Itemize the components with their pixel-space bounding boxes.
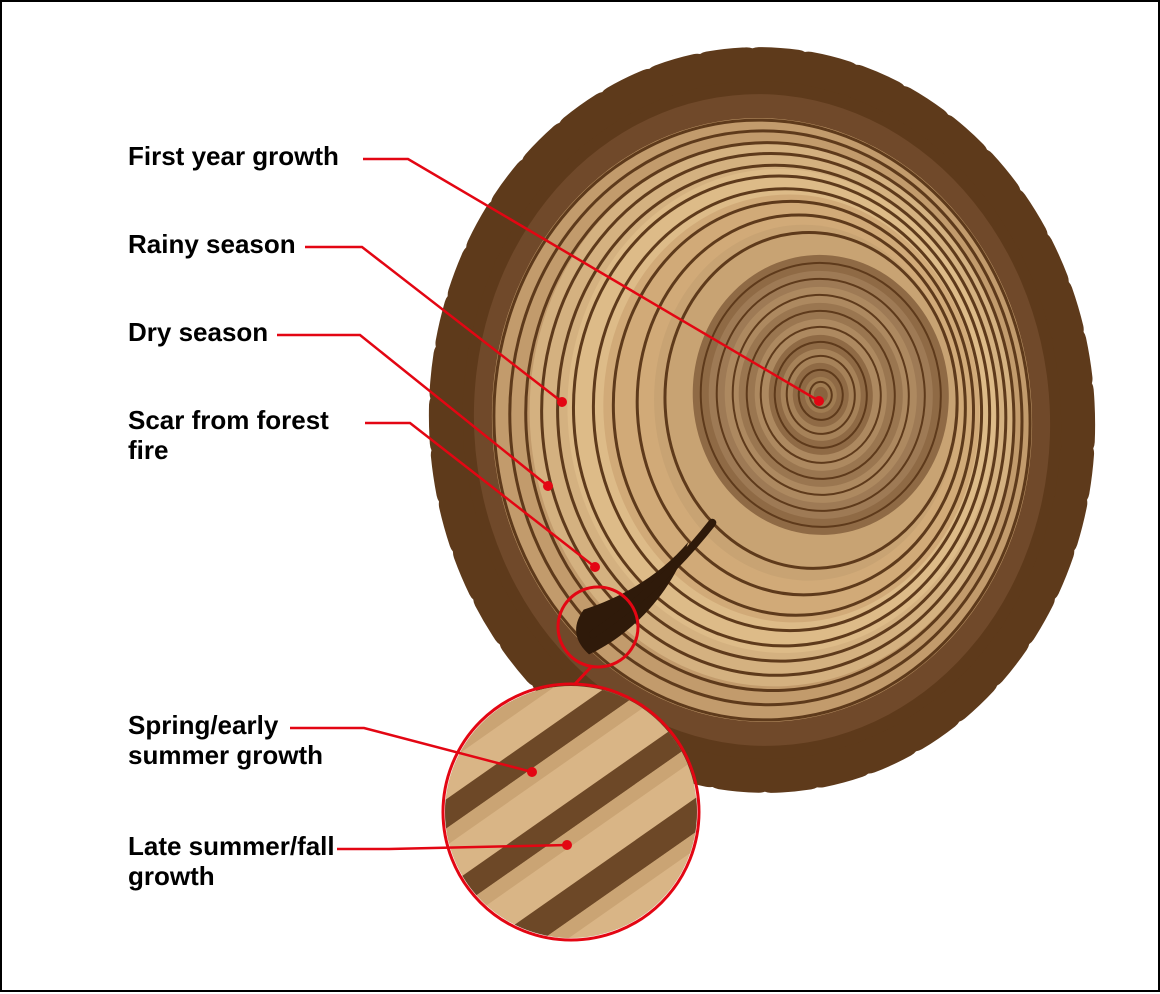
label-late-line2: growth bbox=[128, 861, 215, 891]
label-rainy-season: Rainy season bbox=[128, 230, 296, 260]
label-late-growth: Late summer/fall growth bbox=[128, 832, 368, 892]
label-spring-growth: Spring/early summer growth bbox=[128, 711, 348, 771]
label-first-year-growth: First year growth bbox=[128, 142, 339, 172]
label-scar-line2: fire bbox=[128, 435, 168, 465]
label-late-line1: Late summer/fall bbox=[128, 831, 335, 861]
label-spring-line2: summer growth bbox=[128, 740, 323, 770]
tree-trunk-group bbox=[426, 46, 1099, 794]
label-scar-from-fire: Scar from forest fire bbox=[128, 406, 368, 466]
label-spring-line1: Spring/early bbox=[128, 710, 278, 740]
label-dry-season: Dry season bbox=[128, 318, 268, 348]
diagram-frame: First year growth Rainy season Dry seaso… bbox=[0, 0, 1160, 992]
label-scar-line1: Scar from forest bbox=[128, 405, 329, 435]
